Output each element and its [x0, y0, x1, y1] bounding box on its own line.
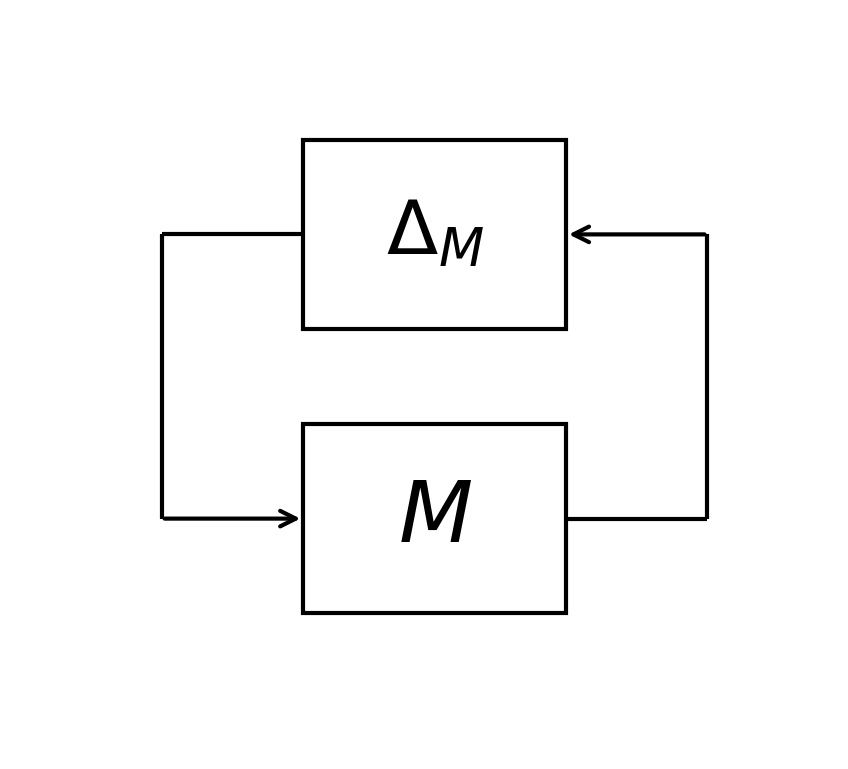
Text: $\mathit{M}$: $\mathit{M}$: [398, 477, 471, 560]
Bar: [303, 424, 566, 614]
Bar: [303, 140, 566, 329]
Text: $\Delta_{M}$: $\Delta_{M}$: [386, 198, 483, 271]
